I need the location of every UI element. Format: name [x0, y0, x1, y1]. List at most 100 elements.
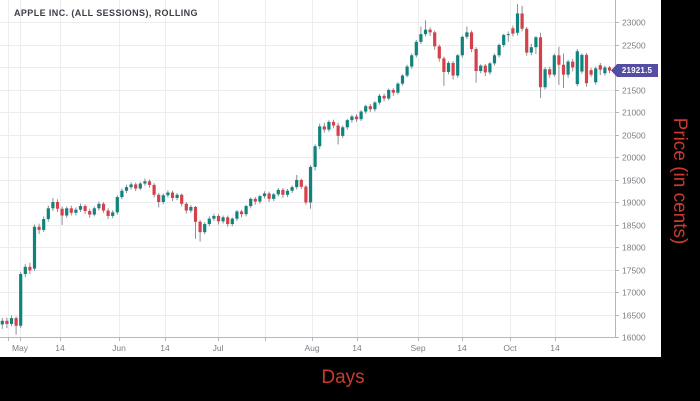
candle-body [414, 41, 418, 56]
candle-body [534, 37, 538, 48]
candle-body [350, 116, 354, 121]
candle-body [180, 194, 184, 204]
candle-body [589, 70, 593, 75]
y-axis-tick-label: 17000 [622, 288, 646, 298]
y-axis-tick-label: 19000 [622, 198, 646, 208]
candle-body [272, 194, 276, 199]
candle-body [175, 194, 179, 198]
candle-body [391, 89, 395, 93]
candle-body [37, 226, 41, 230]
candle-body [235, 211, 239, 219]
candle-body [607, 67, 612, 71]
candle-body [318, 126, 322, 147]
candlestick-chart-canvas[interactable]: 16000 16500 17000 17500 18000 18500 19000 19500… [0, 0, 661, 357]
x-axis-tick-label: 14 [550, 343, 560, 353]
candle-body [281, 189, 285, 195]
candle-body [157, 194, 161, 202]
x-axis-title: Days [321, 367, 365, 388]
candle-body [543, 69, 547, 88]
y-axis-tick-label: 16000 [622, 333, 646, 343]
candle-body [129, 184, 133, 188]
candle-body [203, 224, 207, 233]
y-axis-tick-label: 19500 [622, 176, 646, 186]
x-axis-tick-label: 14 [457, 343, 467, 353]
candle-body [557, 55, 561, 65]
candle-body [423, 29, 428, 35]
candle-body [9, 318, 14, 324]
candle-body [32, 226, 37, 269]
candle-body [446, 62, 451, 72]
candle-body [419, 34, 423, 42]
candle-body [442, 58, 446, 72]
candle-body [0, 320, 4, 325]
x-axis-tick-label: 14 [352, 343, 362, 353]
candle-body [14, 318, 18, 326]
candle-body [19, 274, 23, 326]
candle-body [552, 55, 556, 75]
candle-body [364, 106, 368, 112]
candle-body [304, 186, 308, 203]
candle-body [548, 69, 552, 75]
candle-body [400, 75, 405, 84]
candle-body [345, 120, 349, 128]
candle-body [83, 206, 87, 211]
last-price-badge: 21921.5 [611, 64, 658, 78]
candle-body [580, 54, 584, 72]
candle-body [88, 211, 92, 215]
candle-body [456, 55, 460, 76]
x-axis-tick-label: Jul [213, 343, 224, 353]
candle-body [258, 196, 262, 202]
candle-body [396, 83, 400, 93]
y-axis-tick-label: 18500 [622, 221, 646, 231]
candle-body [359, 111, 363, 120]
candle-body [166, 192, 170, 196]
candle-body [525, 28, 529, 53]
candle-body [147, 181, 152, 185]
y-axis-tick-label: 18000 [622, 243, 646, 253]
candle-body [405, 66, 409, 76]
candle-body [216, 215, 221, 222]
x-axis-tick-label: May [12, 343, 29, 353]
y-axis-tick-label: 22500 [622, 41, 646, 51]
candle-body [262, 193, 267, 197]
candle-body [336, 125, 340, 136]
candle-body [198, 221, 202, 233]
candle-body [506, 34, 510, 36]
candle-body [373, 102, 377, 110]
candle-body [437, 46, 441, 59]
candle-body [97, 203, 101, 209]
candle-body [497, 44, 501, 56]
candle-body [566, 61, 570, 75]
y-axis-tick-label: 20500 [622, 131, 646, 141]
candle-body [387, 89, 391, 99]
candle-body [249, 198, 253, 207]
y-axis-tick-label: 17500 [622, 266, 646, 276]
candle-body [598, 65, 602, 70]
candle-body [184, 203, 188, 211]
candle-body [138, 183, 142, 189]
candle-body [51, 202, 55, 209]
candle-body [382, 95, 386, 99]
y-axis-tick-label: 21000 [622, 108, 646, 118]
candle-body [492, 55, 497, 64]
candle-body [290, 187, 294, 191]
candle-body [78, 206, 83, 210]
y-axis-tick-label: 16500 [622, 311, 646, 321]
candle-body [221, 217, 225, 222]
candle-body [226, 217, 230, 225]
candle-body [23, 266, 27, 274]
candle-body [469, 32, 474, 49]
candle-body [584, 54, 589, 84]
candle-body [60, 208, 64, 216]
candle-body [322, 126, 326, 130]
candle-body [92, 208, 96, 215]
candle-body [124, 187, 129, 191]
candle-body [285, 190, 290, 195]
candle-body [46, 208, 50, 220]
candle-body [134, 184, 138, 189]
candle-body [488, 63, 492, 73]
candle-body [253, 198, 257, 202]
candle-body [465, 32, 469, 37]
candle-body [327, 121, 331, 130]
